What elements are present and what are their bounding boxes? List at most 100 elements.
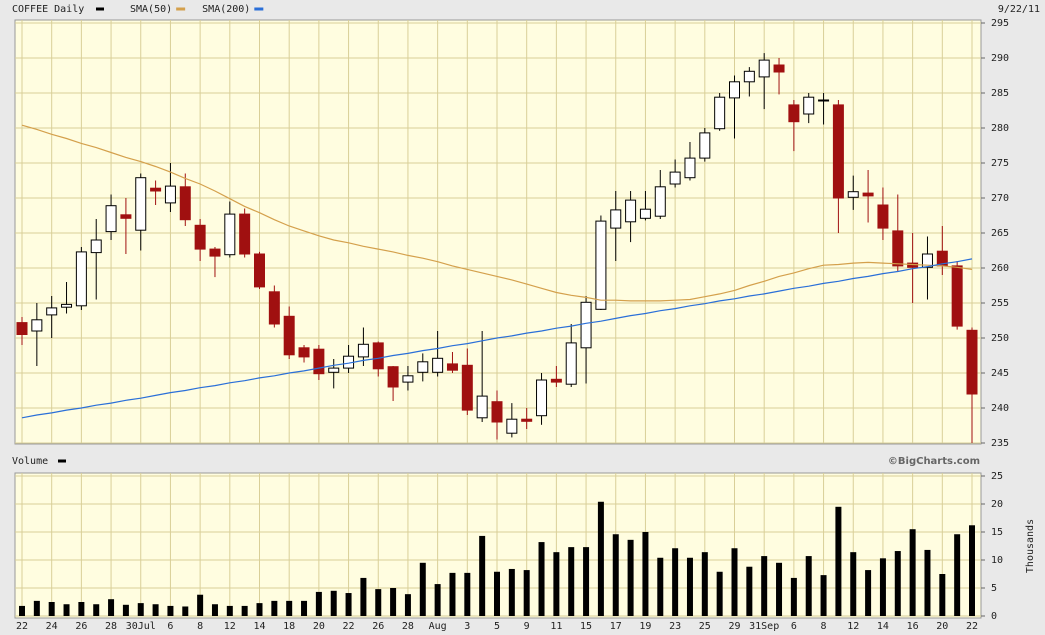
volume-bar	[523, 570, 530, 616]
volume-bar	[835, 506, 842, 616]
y-tick-label: 0	[991, 611, 997, 622]
x-tick-label: 15	[580, 621, 592, 632]
volume-bar	[538, 542, 545, 616]
x-tick-label: 14	[877, 621, 889, 632]
volume-bar	[954, 534, 961, 616]
x-tick-label: 18	[283, 621, 295, 632]
candle-body	[254, 253, 265, 288]
x-tick-label: 8	[197, 621, 203, 632]
x-tick-label: 28	[402, 621, 414, 632]
y-tick-label: 265	[991, 228, 1009, 239]
volume-bar	[716, 571, 723, 616]
volume-bar	[686, 557, 693, 616]
volume-bar	[820, 575, 827, 616]
candle-body	[921, 253, 933, 268]
volume-bar	[330, 590, 337, 616]
y-axis-label: Thousands	[1025, 519, 1036, 573]
volume-bar	[197, 594, 204, 616]
x-tick-label: 31Sep	[749, 621, 779, 632]
volume-bar	[627, 539, 634, 616]
candle-body	[506, 418, 518, 434]
volume-bar	[805, 556, 812, 616]
volume-bar	[969, 525, 975, 616]
candle-body	[773, 64, 785, 73]
candle-body	[565, 342, 577, 385]
volume-bar	[865, 570, 872, 616]
candle-body	[832, 104, 844, 199]
candle-body	[268, 291, 280, 325]
x-tick-label: 12	[224, 621, 236, 632]
candle-body	[446, 363, 458, 371]
x-tick-label: 19	[639, 621, 651, 632]
x-tick-label: 22	[343, 621, 355, 632]
candle-body	[194, 224, 206, 250]
candle-body	[951, 265, 963, 327]
chart-title: COFFEE Daily	[12, 4, 84, 15]
candle-body	[729, 81, 740, 99]
volume-bar	[894, 551, 901, 616]
chart-date: 9/22/11	[998, 4, 1040, 15]
volume-bar	[790, 577, 797, 616]
x-tick-label: 9	[524, 621, 530, 632]
candle-body	[283, 315, 295, 356]
candle-body	[90, 239, 102, 254]
sma-line	[21, 124, 973, 302]
candle-body	[491, 401, 503, 423]
volume-bar	[672, 548, 679, 616]
candle-body	[877, 204, 889, 229]
x-tick-label: Aug	[429, 621, 447, 632]
x-tick-label: 28	[105, 621, 117, 632]
y-tick-label: 235	[991, 438, 1009, 449]
candle-body	[966, 329, 978, 395]
candle-body	[357, 343, 369, 358]
volume-bar	[924, 549, 931, 616]
candle-body	[239, 213, 251, 255]
y-tick-label: 260	[991, 263, 1009, 274]
candle-body	[461, 364, 473, 411]
volume-bar	[211, 604, 218, 616]
x-tick-label: 6	[167, 621, 173, 632]
x-tick-label: 29	[728, 621, 740, 632]
volume-bar	[19, 605, 25, 616]
volume-bar	[731, 548, 738, 616]
volume-bar	[434, 584, 441, 616]
candle-body	[387, 366, 399, 388]
price-panel	[14, 19, 982, 445]
volume-bar	[419, 562, 426, 616]
legend-label: SMA(200)	[202, 4, 250, 15]
x-tick-label: 14	[253, 621, 265, 632]
candle-body	[684, 157, 696, 179]
y-tick-label: 295	[991, 18, 1009, 29]
volume-bar	[850, 552, 857, 616]
volume-bar	[315, 591, 322, 616]
source: ©BigCharts.com	[888, 456, 980, 467]
candle-body	[179, 186, 191, 221]
candle-body	[521, 418, 533, 422]
volume-bar	[642, 532, 649, 616]
volume-bar	[597, 501, 604, 616]
x-tick-label: 12	[847, 621, 859, 632]
y-tick-label: 290	[991, 53, 1009, 64]
candle-body	[610, 209, 622, 229]
y-tick-label: 25	[991, 471, 1003, 482]
candle-body	[164, 185, 176, 204]
candle-body	[625, 199, 637, 223]
y-tick-label: 270	[991, 193, 1009, 204]
volume-bar	[494, 571, 500, 616]
volume-bar	[48, 602, 55, 616]
candle-body	[120, 214, 132, 219]
candle-body	[209, 248, 221, 257]
candle-body	[298, 347, 310, 358]
candle-body	[714, 96, 726, 130]
volume-bar	[33, 600, 40, 616]
volume-bar	[879, 558, 886, 616]
volume-bar	[583, 547, 590, 616]
volume-bar	[657, 557, 664, 616]
volume-bar	[256, 603, 263, 616]
x-tick-label: 20	[313, 621, 325, 632]
x-tick-label: 26	[372, 621, 384, 632]
volume-bar	[182, 606, 189, 616]
volume-bar	[390, 588, 397, 616]
candle-body	[417, 361, 429, 373]
y-tick-label: 280	[991, 123, 1009, 134]
